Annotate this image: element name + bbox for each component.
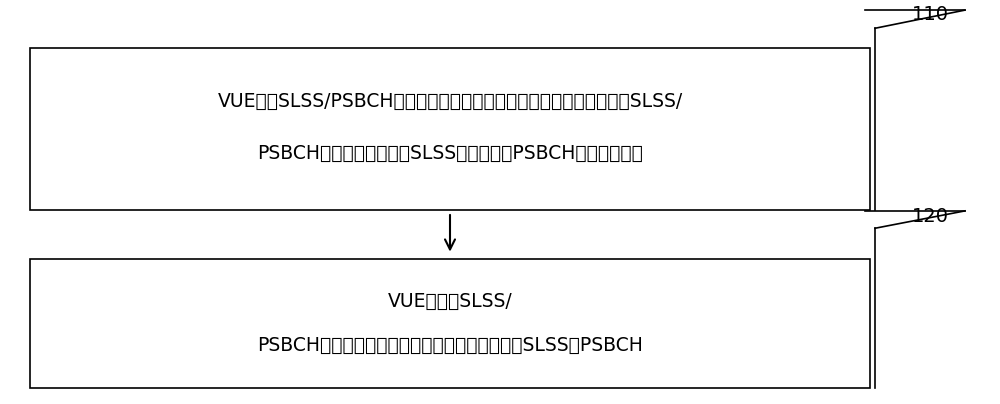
Text: 110: 110 xyxy=(912,4,948,24)
Bar xyxy=(30,48,870,210)
Bar xyxy=(30,259,870,388)
Text: PSBCH的时频资源位置，SLSS序列索引和PSBCH的指定域的值: PSBCH的时频资源位置，SLSS序列索引和PSBCH的指定域的值 xyxy=(257,144,643,163)
Text: 120: 120 xyxy=(912,206,948,226)
Text: VUE在满足SLSS/: VUE在满足SLSS/ xyxy=(388,291,512,311)
Text: PSBCH发送条件时在相应的时频资源发送相应的SLSS和PSBCH: PSBCH发送条件时在相应的时频资源发送相应的SLSS和PSBCH xyxy=(257,336,643,355)
Text: VUE确定SLSS/PSBCH的具体发送条件，所述具体发送条件包括：发送SLSS/: VUE确定SLSS/PSBCH的具体发送条件，所述具体发送条件包括：发送SLSS… xyxy=(217,91,683,111)
